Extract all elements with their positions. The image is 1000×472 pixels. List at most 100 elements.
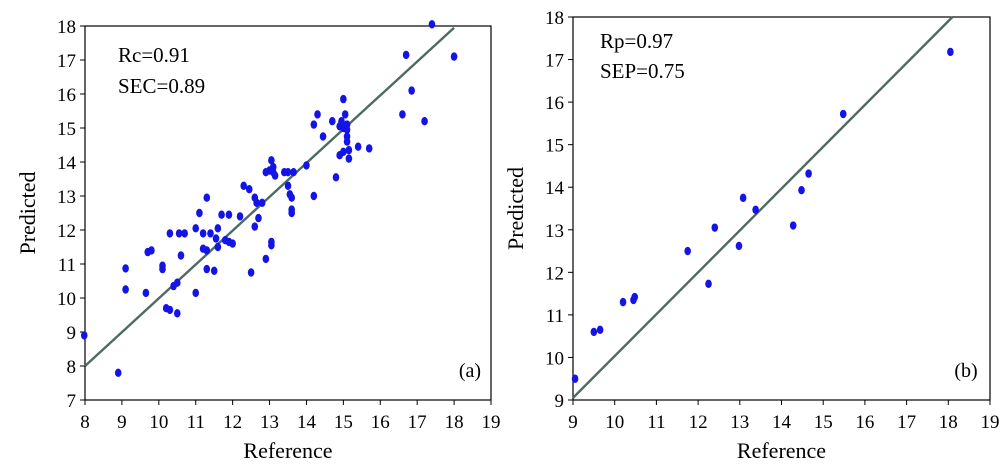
x-tick-label: 14: [297, 412, 317, 433]
data-point: [408, 86, 415, 95]
x-tick-label: 18: [939, 412, 958, 433]
x-tick-label: 10: [149, 412, 168, 433]
data-point: [365, 144, 373, 153]
y-tick-label: 12: [545, 263, 564, 284]
data-point: [319, 132, 327, 141]
data-point: [290, 168, 297, 177]
data-point: [284, 181, 292, 190]
data-point: [181, 229, 188, 238]
data-point: [247, 268, 255, 277]
x-tick-label: 17: [408, 412, 427, 433]
data-point: [80, 331, 88, 340]
data-point: [166, 305, 174, 315]
data-point: [399, 110, 406, 119]
data-point: [225, 210, 233, 219]
data-point: [684, 246, 691, 256]
stat-annotation: Rc=0.91: [118, 43, 190, 67]
data-point: [340, 147, 347, 156]
panel-label: (b): [954, 360, 977, 382]
x-tick-label: 13: [260, 412, 279, 433]
data-point: [210, 266, 218, 275]
x-tick-label: 9: [568, 412, 578, 433]
data-point: [947, 47, 954, 57]
data-point: [705, 279, 712, 289]
x-tick-label: 13: [730, 412, 749, 433]
data-point: [421, 117, 428, 126]
x-tick-label: 18: [445, 412, 464, 433]
y-tick-label: 10: [545, 348, 564, 369]
panel-label: (a): [459, 360, 481, 382]
data-point: [341, 110, 349, 119]
x-tick-label: 15: [814, 412, 833, 433]
y-tick-label: 13: [545, 221, 564, 242]
data-point: [177, 251, 185, 260]
x-tick-label: 16: [855, 412, 874, 433]
data-point: [192, 288, 200, 298]
chart-panel-2: 9 10 11 12 13 14 15 16 17 18 19 9 10 11 12 13 14 15 16 17 18…: [503, 8, 1000, 463]
data-point: [735, 241, 743, 251]
data-point: [245, 185, 253, 194]
y-tick-label: 17: [545, 51, 564, 72]
y-tick-label: 7: [67, 391, 77, 412]
data-point: [203, 264, 211, 274]
data-point: [271, 171, 279, 180]
data-point: [175, 229, 183, 238]
y-tick-label: 13: [57, 187, 76, 208]
data-point: [332, 173, 340, 182]
data-point: [590, 327, 598, 337]
data-point: [402, 50, 410, 60]
data-point: [450, 52, 458, 61]
data-point: [789, 221, 797, 230]
y-tick-label: 16: [545, 93, 564, 114]
y-axis-title: Predicted: [15, 171, 40, 254]
data-point: [166, 229, 174, 238]
data-point: [240, 181, 248, 190]
data-point: [345, 154, 353, 163]
x-tick-label: 17: [897, 412, 916, 433]
data-point: [303, 161, 310, 170]
y-tick-label: 18: [545, 8, 564, 29]
data-point: [739, 193, 747, 203]
data-point: [148, 246, 155, 255]
data-point: [805, 169, 812, 178]
data-point: [752, 205, 759, 214]
data-point: [212, 234, 220, 243]
data-point: [122, 285, 129, 294]
data-point: [159, 264, 166, 274]
regression-line: [84, 26, 455, 367]
regression-line: [572, 16, 954, 399]
y-tick-label: 10: [57, 289, 76, 310]
data-point: [258, 198, 266, 207]
x-tick-label: 19: [482, 412, 501, 433]
data-point: [173, 309, 181, 318]
data-point: [314, 110, 321, 119]
stat-annotation: SEC=0.89: [118, 74, 205, 98]
x-tick-label: 11: [187, 412, 205, 433]
x-tick-label: 10: [605, 412, 624, 433]
data-point: [284, 168, 292, 177]
data-point: [196, 208, 203, 218]
data-point: [340, 94, 347, 104]
y-tick-label: 15: [545, 136, 564, 157]
data-point: [214, 224, 222, 233]
y-tick-label: 14: [57, 153, 77, 174]
x-tick-label: 19: [981, 412, 1000, 433]
y-tick-label: 15: [57, 119, 76, 140]
data-point: [631, 292, 639, 302]
y-tick-label: 14: [545, 178, 565, 199]
chart-panel-1: 8 9 10 11 12 13 14 15 16 17 18 19789101112131415161…: [15, 17, 501, 463]
x-tick-label: 16: [371, 412, 390, 433]
data-point: [214, 242, 222, 252]
y-tick-label: 8: [67, 357, 77, 378]
data-point: [345, 145, 353, 155]
data-point: [343, 125, 351, 134]
data-point: [428, 20, 436, 29]
data-point: [343, 137, 351, 146]
y-tick-label: 9: [67, 323, 77, 344]
y-tick-label: 9: [555, 391, 565, 412]
x-tick-label: 8: [80, 412, 90, 433]
data-point: [798, 186, 805, 195]
data-point: [354, 142, 362, 151]
data-point: [255, 213, 262, 223]
